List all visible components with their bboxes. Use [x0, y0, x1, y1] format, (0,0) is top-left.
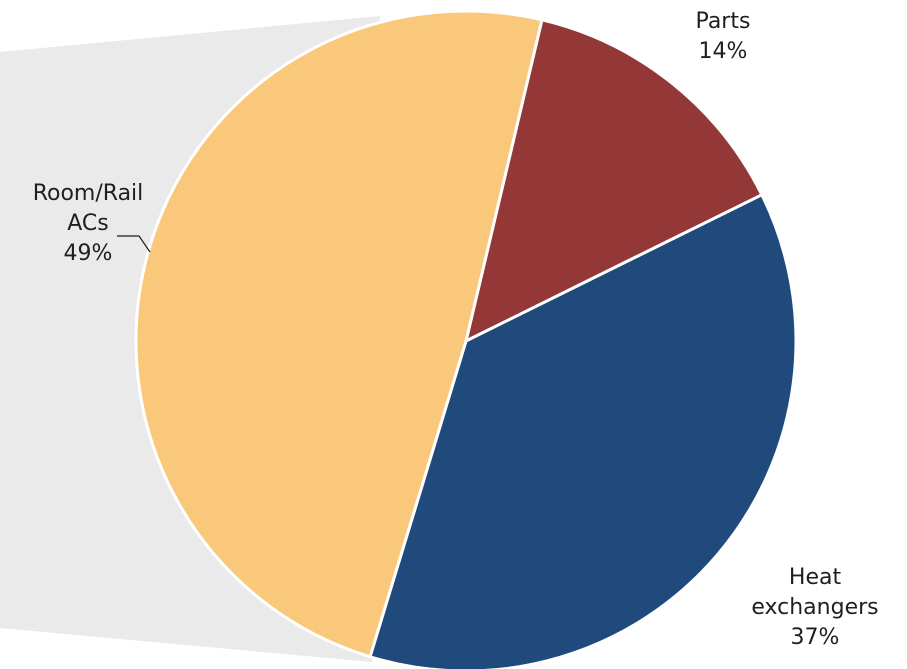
- slice-name-label: exchangers: [751, 595, 878, 620]
- leader-line: [117, 235, 151, 253]
- slice-label: Parts 14%: [696, 9, 751, 64]
- pie-slice-heat-exchangers: [368, 193, 798, 669]
- slice-percent-label: 37%: [791, 625, 840, 650]
- slice-name-label: Parts: [696, 9, 751, 34]
- slice-name-label: Heat: [789, 565, 842, 590]
- slice-name-label: ACs: [67, 211, 109, 236]
- slice-label: Room/Rail ACs 49%: [33, 181, 144, 266]
- slice-labels: Parts 14% Heat exchangers 37% Room/Rail ACs 49%: [33, 9, 879, 650]
- slice-label: Heat exchangers 37%: [751, 565, 878, 650]
- pie-slice-room-rail-acs: [134, 9, 544, 659]
- slice-name-label: Room/Rail: [33, 181, 144, 206]
- pie-slices: [134, 9, 798, 669]
- leader-lines: [117, 235, 151, 253]
- slice-percent-label: 14%: [699, 39, 748, 64]
- slice-percent-label: 49%: [64, 241, 113, 266]
- pie-slice-parts: [464, 18, 764, 343]
